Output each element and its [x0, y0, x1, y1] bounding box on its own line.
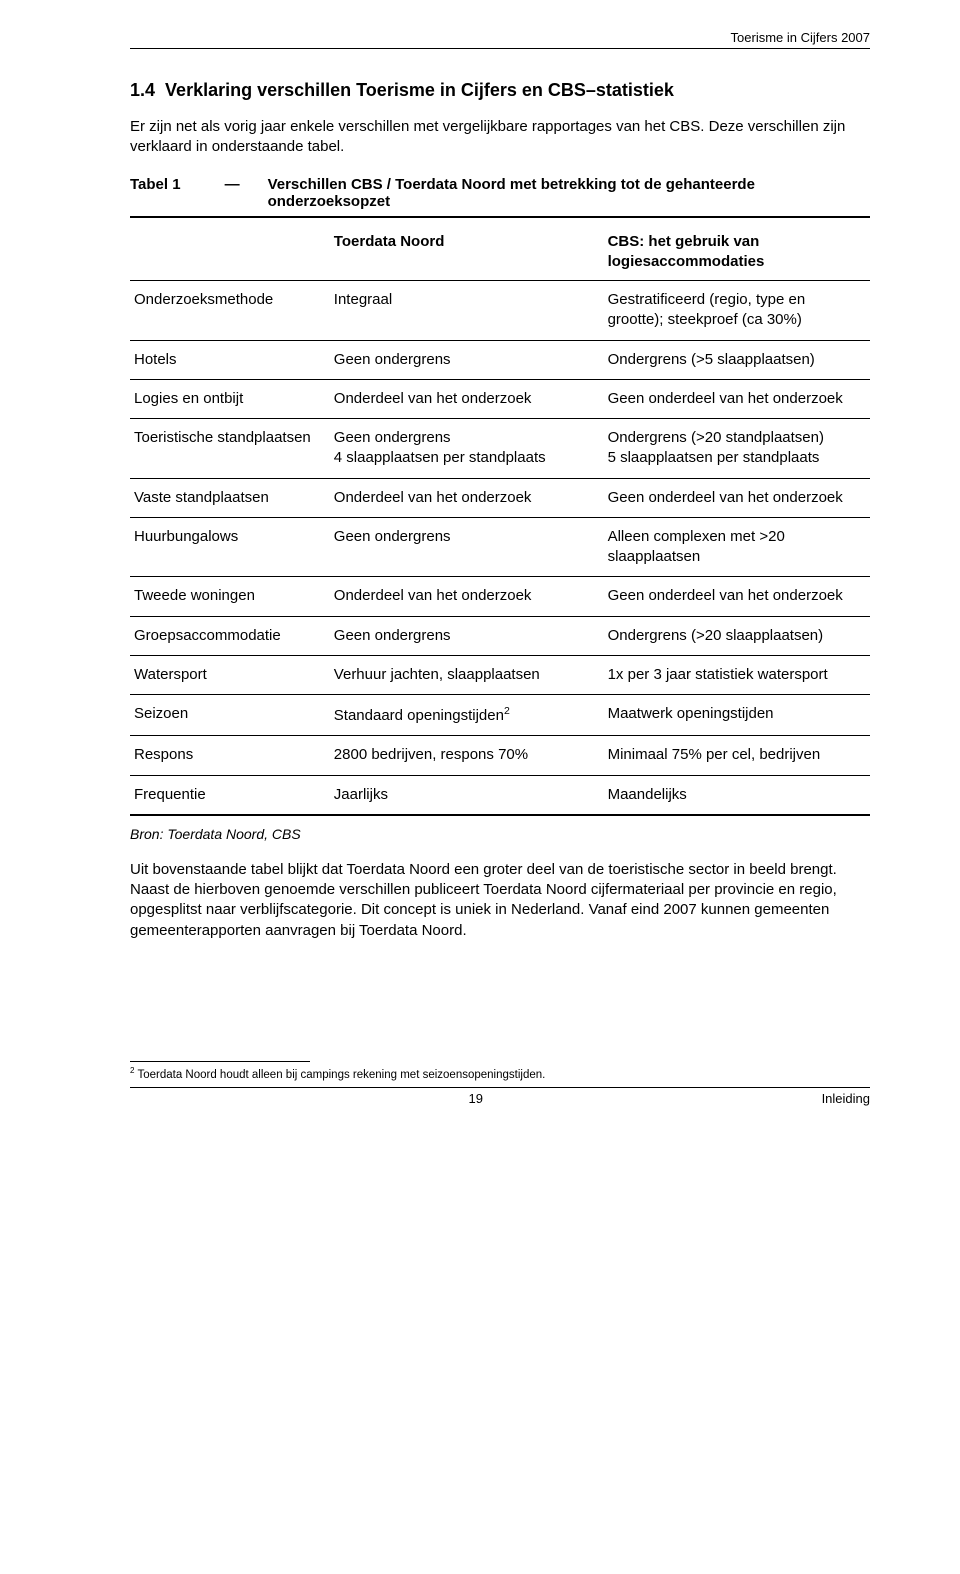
table-caption-dash: — [181, 176, 268, 210]
footnote: 2 Toerdata Noord houdt alleen bij campin… [130, 1066, 870, 1083]
table-header-cell: CBS: het gebruik van logiesaccommodaties [604, 217, 870, 281]
table-cell: Minimaal 75% per cel, bedrijven [604, 736, 870, 775]
table-cell: Onderdeel van het onderzoek [330, 478, 604, 517]
table-cell: Toeristische standplaatsen [130, 419, 330, 479]
footnote-text: Toerdata Noord houdt alleen bij campings… [134, 1069, 545, 1081]
table-cell: Ondergrens (>20 slaapplaatsen) [604, 616, 870, 655]
table-header-cell: Toerdata Noord [330, 217, 604, 281]
table-cell: Ondergrens (>20 standplaatsen)5 slaappla… [604, 419, 870, 479]
table-cell: Verhuur jachten, slaapplaatsen [330, 655, 604, 694]
table-cell: Groepsaccommodatie [130, 616, 330, 655]
table-cell: Geen onderdeel van het onderzoek [604, 478, 870, 517]
running-header: Toerisme in Cijfers 2007 [731, 30, 870, 45]
table-cell: Integraal [330, 281, 604, 341]
table-caption-label: Tabel 1 [130, 176, 181, 210]
table-source: Bron: Toerdata Noord, CBS [130, 826, 870, 842]
table-cell: Seizoen [130, 695, 330, 736]
table-cell: 1x per 3 jaar statistiek watersport [604, 655, 870, 694]
section-title: 1.4 Verklaring verschillen Toerisme in C… [130, 80, 870, 101]
header-rule [130, 48, 870, 49]
table-cell: Vaste standplaatsen [130, 478, 330, 517]
table-cell: Respons [130, 736, 330, 775]
table-cell: Watersport [130, 655, 330, 694]
section-title-text: Verklaring verschillen Toerisme in Cijfe… [165, 80, 674, 100]
table-cell: Geen onderdeel van het onderzoek [604, 379, 870, 418]
table-cell: Geen onderdeel van het onderzoek [604, 577, 870, 616]
table-cell: Onderdeel van het onderzoek [330, 577, 604, 616]
table-cell: Geen ondergrens [330, 616, 604, 655]
table-cell: Geen ondergrens [330, 340, 604, 379]
table-cell: Tweede woningen [130, 577, 330, 616]
after-paragraph: Uit bovenstaande tabel blijkt dat Toerda… [130, 860, 870, 941]
table-cell: Alleen complexen met >20 slaapplaatsen [604, 517, 870, 577]
table-cell: Onderzoeksmethode [130, 281, 330, 341]
table-caption: Tabel 1 — Verschillen CBS / Toerdata Noo… [130, 176, 870, 210]
table-cell: Jaarlijks [330, 775, 604, 815]
page-number: 19 [469, 1091, 483, 1106]
table-cell: Hotels [130, 340, 330, 379]
table-cell: Onderdeel van het onderzoek [330, 379, 604, 418]
comparison-table: Toerdata NoordCBS: het gebruik van logie… [130, 216, 870, 816]
table-header-cell [130, 217, 330, 281]
table-caption-desc: Verschillen CBS / Toerdata Noord met bet… [268, 176, 870, 210]
superscript: 2 [504, 705, 510, 717]
intro-paragraph: Er zijn net als vorig jaar enkele versch… [130, 117, 870, 158]
table-cell: Logies en ontbijt [130, 379, 330, 418]
table-cell: 2800 bedrijven, respons 70% [330, 736, 604, 775]
footer-section: Inleiding [822, 1091, 870, 1106]
footnote-rule [130, 1061, 310, 1062]
table-cell: Geen ondergrens4 slaapplaatsen per stand… [330, 419, 604, 479]
table-cell: Maandelijks [604, 775, 870, 815]
table-cell: Huurbungalows [130, 517, 330, 577]
table-cell: Ondergrens (>5 slaapplaatsen) [604, 340, 870, 379]
section-number: 1.4 [130, 80, 155, 100]
table-cell: Maatwerk openingstijden [604, 695, 870, 736]
table-cell: Gestratificeerd (regio, type en grootte)… [604, 281, 870, 341]
table-cell: Frequentie [130, 775, 330, 815]
table-cell: Geen ondergrens [330, 517, 604, 577]
document-page: Toerisme in Cijfers 2007 1.4 Verklaring … [0, 0, 960, 1574]
table-cell: Standaard openingstijden2 [330, 695, 604, 736]
page-footer: 19 Inleiding [130, 1088, 870, 1106]
